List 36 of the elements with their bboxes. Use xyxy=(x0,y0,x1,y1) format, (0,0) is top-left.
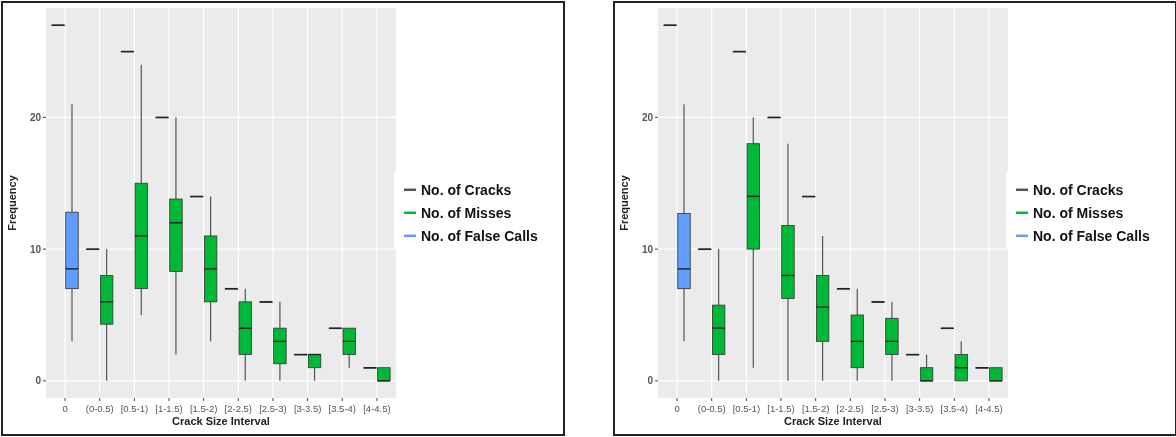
legend-label: No. of Misses xyxy=(1033,204,1124,221)
y-axis-title: Frequency xyxy=(618,174,630,231)
x-tick-label: [0.5-1) xyxy=(732,403,761,414)
x-tick-label: [4-4.5) xyxy=(363,403,391,414)
x-tick-label: [2-2.5) xyxy=(224,403,253,414)
x-tick-label: [1-1.5) xyxy=(767,403,795,414)
legend-label: No. of Cracks xyxy=(421,181,512,198)
legend-label: No. of Misses xyxy=(421,204,512,221)
x-tick-label: [3.5-4) xyxy=(940,403,969,414)
x-tick-label: [3-3.5) xyxy=(905,403,934,414)
x-tick-label: [1.5-2) xyxy=(801,403,830,414)
legend-label: No. of False Calls xyxy=(421,227,538,244)
y-tick-label: 20 xyxy=(29,111,42,123)
legend-label: No. of Cracks xyxy=(1033,181,1124,198)
y-tick-label: 10 xyxy=(641,243,654,255)
x-axis-title: Crack Size Interval xyxy=(784,415,882,427)
x-tick-label: [2-2.5) xyxy=(836,403,865,414)
x-tick-label: (0-0.5) xyxy=(85,403,114,414)
y-tick-label: 20 xyxy=(641,111,654,123)
y-tick-label: 0 xyxy=(647,375,654,387)
x-tick-label: [2.5-3) xyxy=(259,403,287,414)
x-tick-label: 0 xyxy=(62,403,68,414)
x-tick-label: [4-4.5) xyxy=(975,403,1003,414)
legend-label: No. of False Calls xyxy=(1033,227,1150,244)
x-tick-label: (0-0.5) xyxy=(697,403,726,414)
x-tick-label: [2.5-3) xyxy=(871,403,899,414)
x-tick-label: [1-1.5) xyxy=(155,403,183,414)
x-tick-label: 0 xyxy=(674,403,680,414)
x-tick-label: [0.5-1) xyxy=(120,403,149,414)
x-tick-label: [3.5-4) xyxy=(328,403,357,414)
y-tick-label: 0 xyxy=(35,375,42,387)
x-axis-title: Crack Size Interval xyxy=(172,415,270,427)
x-tick-label: [3-3.5) xyxy=(293,403,322,414)
y-axis-title: Frequency xyxy=(6,174,18,231)
y-tick-label: 10 xyxy=(29,243,42,255)
x-tick-label: [1.5-2) xyxy=(189,403,218,414)
